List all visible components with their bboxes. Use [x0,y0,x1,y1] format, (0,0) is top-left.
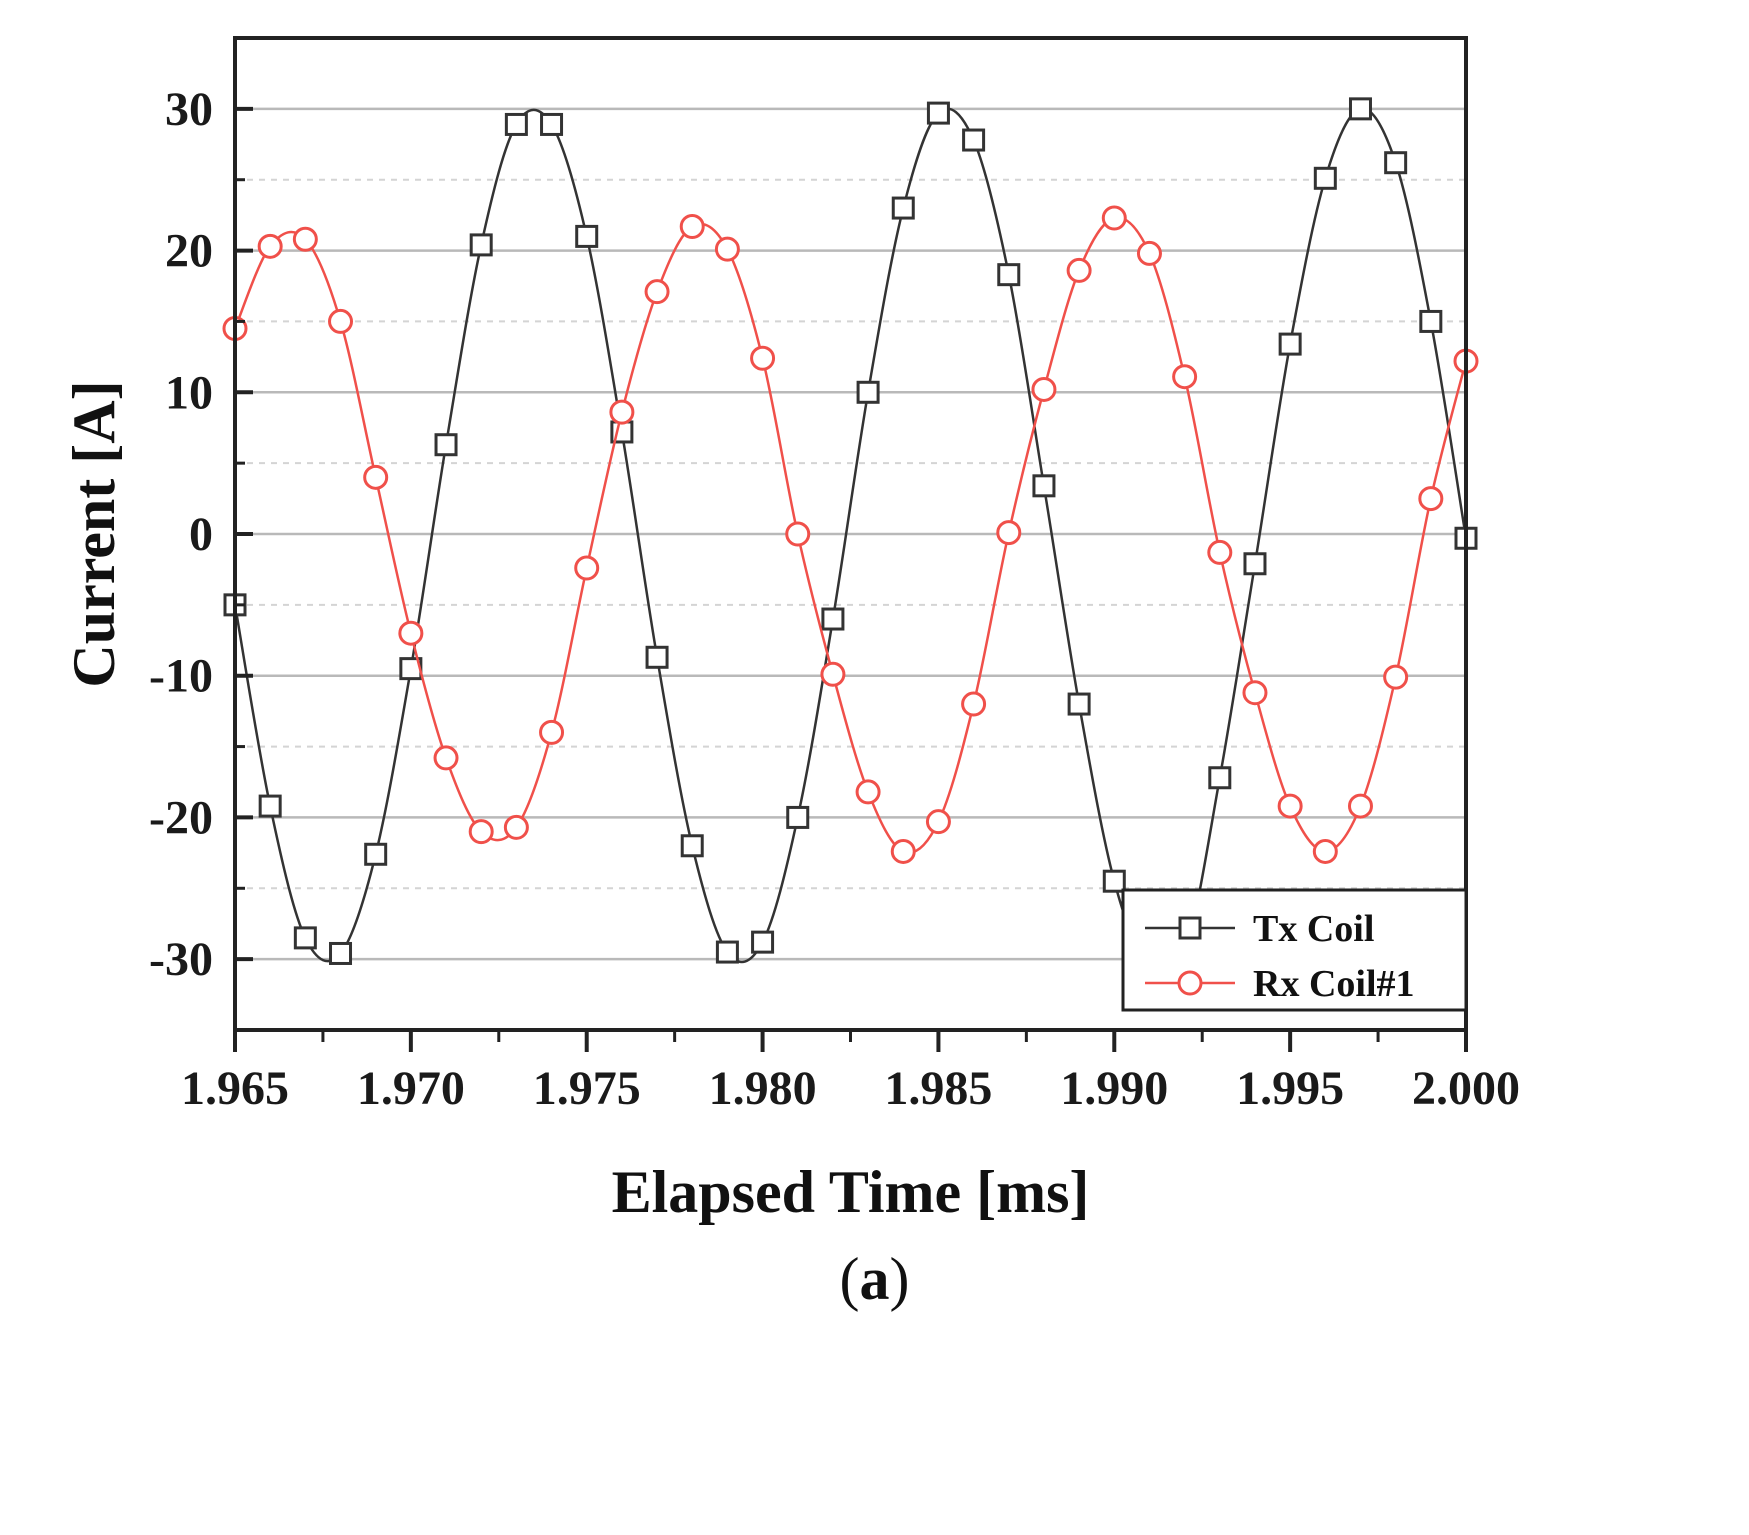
data-point [363,464,389,490]
data-point [1101,205,1127,231]
legend-label: Tx Coil [1253,908,1374,950]
caption-close-paren: ) [889,1246,910,1312]
data-point [1383,664,1409,690]
data-point [891,196,915,220]
data-point [469,233,493,257]
data-point [1243,552,1267,576]
current-chart: 30 20 10 0 -10 -20 -30 1.965 1.970 1.975 1.980 1.98… [61,36,1520,1225]
y-tick-label: 0 [189,508,213,561]
data-point [468,819,494,845]
data-point [609,399,635,425]
data-point [434,433,458,457]
data-point [328,308,354,334]
data-point [539,719,565,745]
y-tick-label: -20 [149,791,213,844]
x-tick-label: 1.995 [1236,1062,1344,1115]
data-point [329,941,353,965]
data-point [364,842,388,866]
data-point [1031,376,1057,402]
data-point [714,236,740,262]
legend-marker [1177,970,1203,996]
data-point [785,521,811,547]
data-point [293,926,317,950]
data-point [856,380,880,404]
series-line [233,107,1468,977]
data-point [1384,151,1408,175]
data-point [926,101,950,125]
data-point [750,345,776,371]
caption-label: a [859,1246,890,1312]
y-tick-label: -10 [149,650,213,703]
data-point [996,520,1022,546]
caption-open-paren: ( [839,1246,860,1312]
x-tick-label: 2.000 [1412,1062,1520,1115]
data-point [1242,680,1268,706]
data-point [890,838,916,864]
data-point [786,805,810,829]
data-point [1419,309,1443,333]
y-tick-label: 10 [165,366,213,419]
data-point [962,128,986,152]
data-point [679,213,705,239]
x-tick-label: 1.970 [357,1062,465,1115]
data-point [504,112,528,136]
data-point [540,112,564,136]
series-layer [222,97,1479,978]
data-point [821,607,845,631]
data-point [1207,539,1233,565]
data-point [1278,332,1302,356]
y-tick-label: 20 [165,225,213,278]
x-tick-label: 1.990 [1060,1062,1168,1115]
x-axis-title: Elapsed Time [ms] [612,1159,1090,1225]
data-point [1066,257,1092,283]
data-point [645,645,669,669]
data-point [680,834,704,858]
data-point [574,555,600,581]
data-point [997,263,1021,287]
series-tx-coil [223,97,1478,978]
data-point [820,661,846,687]
legend: Tx Coil Rx Coil#1 [1121,888,1468,1012]
legend-label: Rx Coil#1 [1253,963,1415,1005]
x-tick-label: 1.975 [533,1062,641,1115]
y-tick-label: 30 [165,83,213,136]
y-axis-title: Current [A] [61,380,127,687]
data-point [1172,364,1198,390]
series-rx-coil-1 [222,205,1479,864]
data-point [1277,793,1303,819]
data-point [1348,97,1372,121]
data-point [1347,793,1373,819]
data-point [1312,838,1338,864]
legend-marker [1178,916,1202,940]
data-point [925,809,951,835]
data-point [1313,166,1337,190]
data-point [961,691,987,717]
x-tick-label: 1.985 [884,1062,992,1115]
data-point [292,226,318,252]
legend-item: Rx Coil#1 [1145,963,1415,1005]
data-point [575,224,599,248]
data-point [398,620,424,646]
data-point [1136,240,1162,266]
data-point [1032,474,1056,498]
data-point [257,233,283,259]
y-tick-label: -30 [149,933,213,986]
legend-item: Tx Coil [1145,908,1374,950]
data-point [751,930,775,954]
data-point [644,279,670,305]
data-point [1208,766,1232,790]
data-point [1102,869,1126,893]
data-point [503,814,529,840]
data-point [715,940,739,964]
data-point [1418,486,1444,512]
figure-caption: (a) [0,1245,1749,1314]
data-point [855,779,881,805]
data-point [258,794,282,818]
data-point [1067,692,1091,716]
x-tick-label: 1.965 [181,1062,289,1115]
tick-layer: 30 20 10 0 -10 -20 -30 1.965 1.970 1.975 1.980 1.98… [149,83,1520,1115]
data-point [433,745,459,771]
x-tick-label: 1.980 [709,1062,817,1115]
grid-lines [235,107,1466,961]
